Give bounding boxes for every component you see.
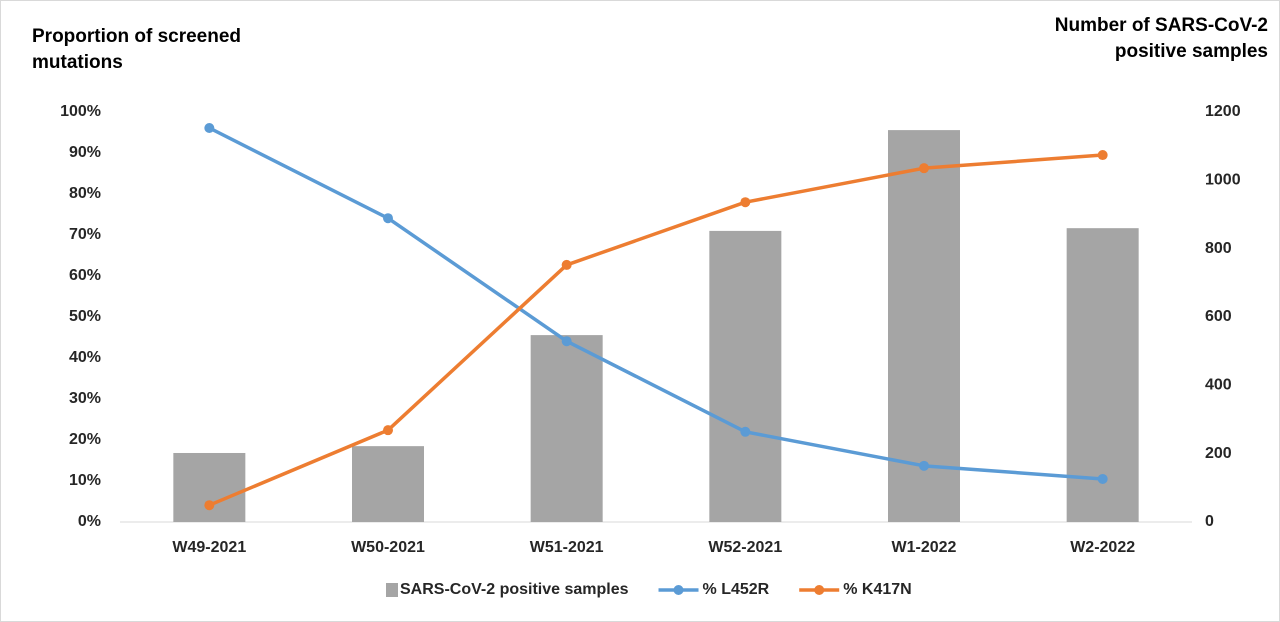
- marker: [561, 336, 572, 347]
- marker: [561, 259, 572, 270]
- line: [208, 153, 1103, 507]
- marker: [740, 426, 751, 437]
- marker: [383, 213, 393, 224]
- y-tick-label: 40%: [69, 349, 101, 366]
- y-tick-label: 100%: [60, 103, 101, 120]
- x-tick-label: W49-2021: [172, 539, 246, 556]
- y-tick-label: 70%: [69, 226, 101, 243]
- x-tick-label: W2-2022: [1070, 539, 1135, 556]
- x-tick-label: W52-2021: [708, 539, 782, 556]
- bar: [709, 230, 782, 522]
- legend-swatch: [814, 585, 825, 595]
- y2-tick-label: 600: [1205, 308, 1232, 325]
- y2-tick-label: 200: [1205, 445, 1232, 462]
- x-tick-label: W1-2022: [892, 539, 957, 556]
- y-tick-label: 50%: [69, 308, 101, 325]
- legend-swatch: [673, 585, 684, 595]
- legend-label: SARS-CoV-2 positive samples: [400, 581, 629, 598]
- y2-tick-label: 400: [1205, 377, 1232, 394]
- y-axis-title: Proportion of screened mutations: [32, 26, 242, 73]
- bar: [352, 446, 424, 522]
- y-tick-label: 0%: [78, 513, 101, 530]
- y-tick-label: 30%: [69, 390, 101, 407]
- y2-tick-label: 0: [1205, 513, 1214, 530]
- marker: [1097, 150, 1108, 161]
- y2-tick-label: 800: [1205, 240, 1232, 257]
- marker: [919, 460, 929, 471]
- marker: [740, 197, 751, 208]
- bar: [888, 130, 960, 522]
- marker: [383, 425, 393, 436]
- y2-tick-label: 1200: [1205, 103, 1241, 120]
- marker: [204, 500, 215, 511]
- legend-label: % K417N: [843, 581, 911, 598]
- marker: [1097, 473, 1108, 484]
- bar: [1066, 228, 1139, 522]
- bar: [173, 452, 246, 522]
- x-tick-label: W50-2021: [351, 539, 425, 556]
- y-tick-label: 60%: [69, 267, 101, 284]
- y-tick-label: 10%: [69, 472, 101, 489]
- y2-tick-label: 1000: [1205, 172, 1241, 189]
- y-tick-label: 80%: [69, 185, 101, 202]
- y2-axis-title: Number of SARS-CoV-2 positive samples: [1054, 15, 1268, 62]
- y-tick-label: 90%: [69, 144, 101, 161]
- y-tick-label: 20%: [69, 431, 101, 448]
- legend-label: % L452R: [703, 581, 770, 598]
- bar: [530, 335, 603, 522]
- line: [208, 126, 1103, 481]
- x-tick-label: W51-2021: [530, 539, 604, 556]
- marker: [919, 163, 929, 174]
- legend-swatch: [386, 583, 398, 597]
- marker: [204, 122, 215, 133]
